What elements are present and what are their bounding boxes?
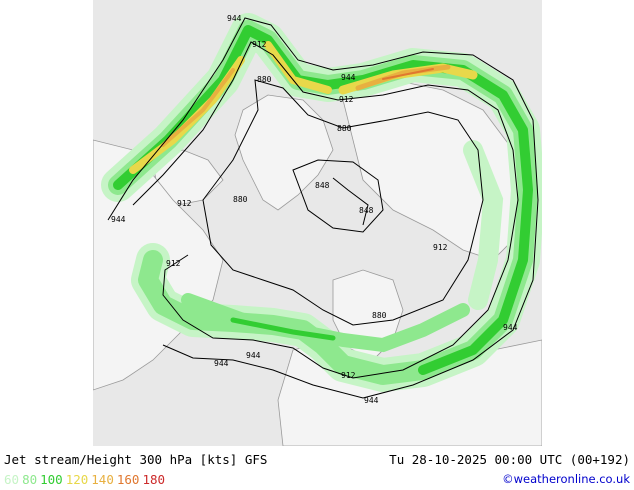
label-880-lower: 880 <box>372 311 387 320</box>
legend-160: 160 <box>116 472 140 487</box>
jet-stream-map: 944 912 880 944 912 880 848 848 880 912 … <box>93 13 542 446</box>
legend-80: 80 <box>22 472 38 487</box>
contour-880-loop <box>332 177 369 226</box>
label-912-right: 912 <box>433 243 448 252</box>
greenland <box>234 94 334 211</box>
label-912-left: 912 <box>177 199 192 208</box>
label-944-left: 944 <box>111 215 126 224</box>
label-912-top: 912 <box>252 40 267 49</box>
map-frame: 944 912 880 944 912 880 848 848 880 912 … <box>93 0 542 446</box>
legend-100: 100 <box>40 472 63 487</box>
jet-band-160-ne <box>382 68 434 80</box>
contour-880 <box>202 79 484 326</box>
secondary-jet-bands <box>181 140 504 353</box>
jet-branch-east <box>463 140 504 310</box>
label-944-ne: 944 <box>341 73 356 82</box>
label-848-right: 848 <box>359 206 374 215</box>
legend-60: 60 <box>4 472 20 487</box>
credit-link[interactable]: ©weatheronline.co.uk <box>502 472 630 486</box>
label-944-top: 944 <box>227 14 242 23</box>
legend-140: 140 <box>91 472 114 487</box>
label-880-ne: 880 <box>337 124 352 133</box>
jet-band-140-west <box>161 68 235 147</box>
label-880-top: 880 <box>257 75 272 84</box>
jet-branch-low-core <box>230 317 336 341</box>
contour-912 <box>132 41 519 379</box>
valid-time: Tu 28-10-2025 00:00 UTC (00+192) <box>389 452 630 467</box>
label-912-lower-left: 912 <box>166 259 181 268</box>
label-944-far-right: 944 <box>503 323 518 332</box>
footer-title-row: Jet stream/Height 300 hPa [kts] GFS Tu 2… <box>0 452 634 468</box>
label-912-ne: 912 <box>339 95 354 104</box>
label-944-bottom-left2: 944 <box>246 351 261 360</box>
siberia <box>342 79 524 261</box>
label-912-bottom: 912 <box>341 371 356 380</box>
contour-944-outer <box>107 17 539 399</box>
label-944-bottom-left: 944 <box>214 359 229 368</box>
height-contours <box>107 17 539 399</box>
wind-speed-legend: 60 80 100 120 140 160 180 <box>4 472 168 487</box>
footer-legend-row: 60 80 100 120 140 160 180 ©weatheronline.co.uk <box>0 472 634 488</box>
label-944-bottom: 944 <box>364 396 379 405</box>
label-880-left: 880 <box>233 195 248 204</box>
map-title: Jet stream/Height 300 hPa [kts] GFS <box>4 452 268 467</box>
contour-labels: 944 912 880 944 912 880 848 848 880 912 … <box>111 14 518 405</box>
jet-band-100 <box>113 25 533 375</box>
legend-120: 120 <box>65 472 89 487</box>
legend-180: 180 <box>142 472 166 487</box>
label-848-mid: 848 <box>315 181 330 190</box>
contour-848 <box>292 159 384 233</box>
